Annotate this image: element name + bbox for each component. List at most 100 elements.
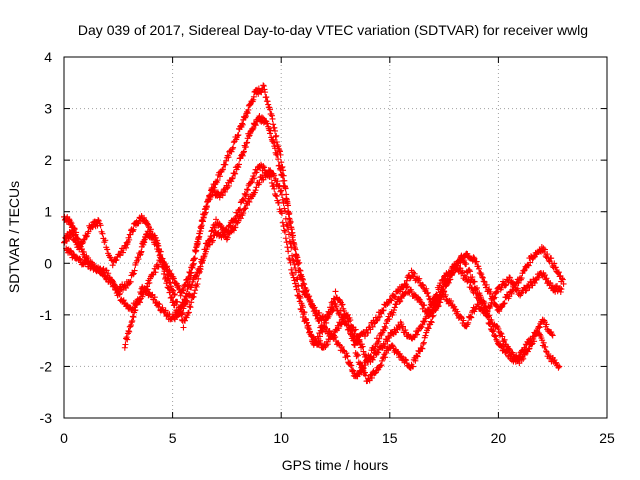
data-point-fill [471,285,478,292]
data-point-fill [271,145,278,152]
data-point-fill [275,156,282,163]
data-point-fill [297,272,304,279]
data-point-fill [289,271,296,278]
data-point-fill [146,279,153,286]
data-point-fill [219,192,226,199]
data-point-fill [501,300,508,307]
data-point-fill [196,233,203,240]
data-point-fill [271,185,278,192]
data-point-fill [389,342,396,349]
data-point-fill [434,291,441,298]
data-point-fill [77,256,84,263]
y-tick-label: -2 [40,358,53,374]
data-point-fill [390,309,397,316]
data-point-fill [69,231,76,238]
data-point-fill [280,177,287,184]
data-point-fill [296,288,303,295]
data-point-fill [527,259,534,266]
data-point-fill [488,316,495,323]
data-point-fill [264,120,271,127]
data-point-fill [95,217,102,224]
data-point-fill [280,223,287,230]
y-tick-label: 4 [44,49,52,65]
data-point-fill [237,215,244,222]
data-point-fill [274,178,281,185]
data-point-fill [428,302,435,309]
data-point-fill [287,240,294,247]
data-point-fill [475,301,482,308]
data-point-fill [277,188,284,195]
data-point [95,217,102,224]
data-point-fill [485,313,492,320]
data-point-fill [261,86,268,93]
data-point-fill [442,291,449,298]
data-point-fill [143,287,150,294]
data-point-fill [228,148,235,155]
data-point-fill [467,279,474,286]
data-point-fill [283,239,290,246]
data-point-fill [262,89,269,96]
data-point-fill [198,225,205,232]
data-point-fill [246,198,253,205]
data-point-fill [338,321,345,328]
data-point-fill [177,292,184,299]
data-point-fill [345,322,352,329]
data-point-fill [271,124,278,131]
data-point-fill [487,303,494,310]
data-point-fill [498,284,505,291]
data-point-fill [474,290,481,297]
data-point-fill [179,309,186,316]
data-point-fill [478,271,485,278]
data-point-fill [209,237,216,244]
data-point-fill [344,315,351,322]
data-point-fill [403,277,410,284]
data-point-fill [375,349,382,356]
x-tick-labels: 0 5 10 15 20 25 [60,430,615,446]
y-tick-label: 2 [44,152,52,168]
data-point-fill [454,308,461,315]
data-point-fill [346,325,353,332]
data-point-fill [390,307,397,314]
data-point-fill [271,172,278,179]
data-point-fill [458,314,465,321]
data-point-fill [288,266,295,273]
data-point-fill [361,369,368,376]
data-point-fill [341,307,348,314]
data-point-fill [472,286,479,293]
data-point-fill [344,353,351,360]
data-point-fill [156,301,163,308]
data-point-fill [202,248,209,255]
data-point-fill [420,340,427,347]
y-tick-label: 0 [44,255,52,271]
data-point-fill [129,313,136,320]
data-point-fill [478,304,485,311]
data-point-fill [525,346,532,353]
data-point-fill [302,315,309,322]
data-point-fill [275,183,282,190]
data-point-fill [270,137,277,144]
data-point-fill [88,261,95,268]
data-point-fill [243,140,250,147]
data-point-fill [273,138,280,145]
data-point-fill [224,234,231,241]
data-point-fill [440,276,447,283]
data-point-fill [192,248,199,255]
data-point-fill [155,303,162,310]
data-point-fill [510,281,517,288]
data-point-fill [361,333,368,340]
data-point [121,344,128,351]
data-point-fill [541,246,548,253]
data-point-fill [186,303,193,310]
plot-frame [63,56,608,419]
data-point-fill [435,303,442,310]
data-point-fill [107,254,114,261]
data-point-fill [351,342,358,349]
data-point-fill [149,231,156,238]
data-point-fill [501,336,508,343]
data-point-fill [216,173,223,180]
data-point-fill [335,325,342,332]
data-point-fill [479,274,486,281]
data-point-fill [459,269,466,276]
data-point-fill [347,327,354,334]
data-point-fill [163,266,170,273]
